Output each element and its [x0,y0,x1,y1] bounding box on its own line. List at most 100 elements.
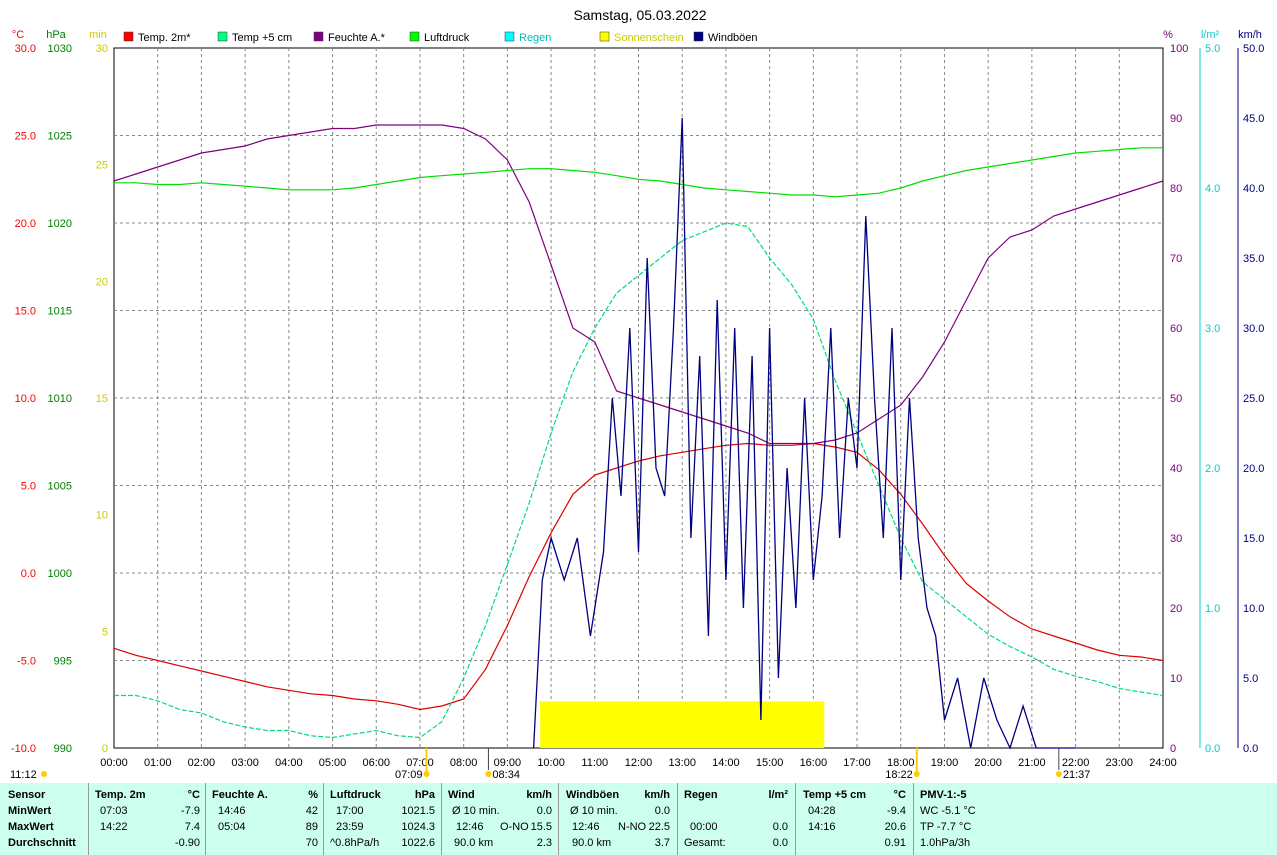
stats-rain-total-value: 0.0 [772,837,788,849]
stats-wind-max-direction: O-NO [500,821,529,833]
stats-wind-avg10-value: 0.0 [536,805,552,817]
stats-wind-avg-value: 2.3 [536,837,552,849]
wind-tick-label: 45.0 [1243,113,1264,125]
stats-divider [795,783,796,855]
stats-gusts-avg10-label: Ø 10 min. [570,805,618,817]
stats-humidity-max-time: 05:04 [218,821,246,833]
x-tick-label: 23:00 [1106,757,1134,769]
x-tick-label: 01:00 [144,757,172,769]
series-line-pressure [114,147,1163,198]
series-line-windboeen [532,117,1076,750]
stats-pressure-avg-value: 1022.6 [401,837,435,849]
rain-tick-label: 2.0 [1205,463,1220,475]
stats-temp5cm-max-value: 20.6 [884,821,906,833]
legend-label: Temp +5 cm [232,32,292,44]
stats-wind-max-value: 15.5 [530,821,552,833]
humidity-axis-unit: % [1163,29,1173,41]
stats-wind-max-time: 12:46 [456,821,484,833]
x-tick-label: 21:00 [1018,757,1046,769]
pressure-tick-label: 1030 [48,43,72,55]
temp-tick-label: 0.0 [21,568,36,580]
x-tick-label: 02:00 [188,757,216,769]
x-tick-label: 06:00 [362,757,390,769]
sunset-label: 18:22 [885,769,913,781]
stats-temp2m-avg-value: -0.90 [174,837,200,849]
current-time-sun-icon [41,771,47,777]
moon-icon [485,771,492,777]
stats-humidity-min-value: 42 [305,805,318,817]
temp-tick-label: 10.0 [15,393,36,405]
sun-tick-label: 20 [96,276,108,288]
stats-temp5cm-unit: °C [893,789,906,801]
wind-tick-label: 20.0 [1243,463,1264,475]
stats-rain-max-value: 0.0 [772,821,788,833]
x-tick-label: 14:00 [712,757,740,769]
legend-swatch [313,31,324,42]
humidity-tick-label: 70 [1170,253,1182,265]
stats-divider [441,783,442,855]
x-tick-label: 04:00 [275,757,303,769]
temp-tick-label: -10.0 [11,743,36,755]
stats-pmv-header: PMV-1:-5 [920,789,967,801]
stats-divider [558,783,559,855]
stats-row-max: MaxWert [8,821,54,833]
stats-temp2m-unit: °C [187,789,200,801]
moonset-label: 21:37 [1063,769,1091,781]
pressure-tick-label: 1010 [48,393,72,405]
temp-tick-label: 5.0 [21,481,36,493]
stats-temp5cm-min-time: 04:28 [808,805,836,817]
sun-icon [423,771,430,777]
series-line-temp-5cm [114,222,1164,739]
wind-tick-label: 0.0 [1243,743,1258,755]
legend-swatch [599,31,610,42]
legend-label: Regen [519,32,551,44]
stats-temp2m-min-time: 07:03 [100,805,128,817]
pressure-tick-label: 1005 [48,481,72,493]
wind-axis-unit: km/h [1238,29,1262,41]
stats-divider [205,783,206,855]
legend-swatch [409,31,420,42]
rain-tick-label: 0.0 [1205,743,1220,755]
stats-gusts-avg-value: 3.7 [654,837,670,849]
stats-pmv-dewpoint: TP -7.7 °C [920,821,972,833]
sun-icon [913,771,920,777]
x-tick-label: 12:00 [625,757,653,769]
wind-tick-label: 10.0 [1243,603,1264,615]
stats-temp2m-header: Temp. 2m [95,789,146,801]
sun-tick-label: 5 [102,626,108,638]
stats-row-min: MinWert [8,805,52,817]
x-tick-label: 20:00 [974,757,1002,769]
stats-humidity-min-time: 14:46 [218,805,246,817]
stats-pressure-trend: ^0.8hPa/h [330,837,380,849]
wind-tick-label: 5.0 [1243,673,1258,685]
legend-label: Temp. 2m* [138,32,191,44]
stats-rain-header: Regen [684,789,718,801]
humidity-tick-label: 80 [1170,183,1182,195]
statistics-panel: Sensor MinWert MaxWert Durchschnitt Temp… [0,783,1277,855]
sun-tick-label: 25 [96,160,108,172]
series-line-humidity [113,124,1164,445]
temp-tick-label: 20.0 [15,218,36,230]
pressure-axis-unit: hPa [46,29,66,41]
pressure-tick-label: 990 [54,743,72,755]
wind-tick-label: 50.0 [1243,43,1264,55]
x-tick-label: 10:00 [537,757,565,769]
humidity-tick-label: 100 [1170,43,1188,55]
temp-tick-label: -5.0 [17,656,36,668]
stats-wind-distance: 90.0 km [454,837,494,849]
stats-temp5cm-avg-value: 0.91 [884,837,906,849]
x-tick-label: 03:00 [231,757,259,769]
temp-tick-label: 30.0 [15,43,36,55]
pressure-tick-label: 1015 [48,306,72,318]
wind-tick-label: 15.0 [1243,533,1264,545]
current-time-label: 11:12 [10,769,37,781]
pressure-tick-label: 995 [54,656,72,668]
temp-axis-unit: °C [12,29,24,41]
x-tick-label: 17:00 [843,757,871,769]
x-tick-label: 11:00 [581,757,608,769]
stats-gusts-avg10-value: 0.0 [654,805,670,817]
sun-tick-label: 30 [96,43,108,55]
x-tick-label: 19:00 [931,757,959,769]
x-tick-label: 16:00 [800,757,828,769]
